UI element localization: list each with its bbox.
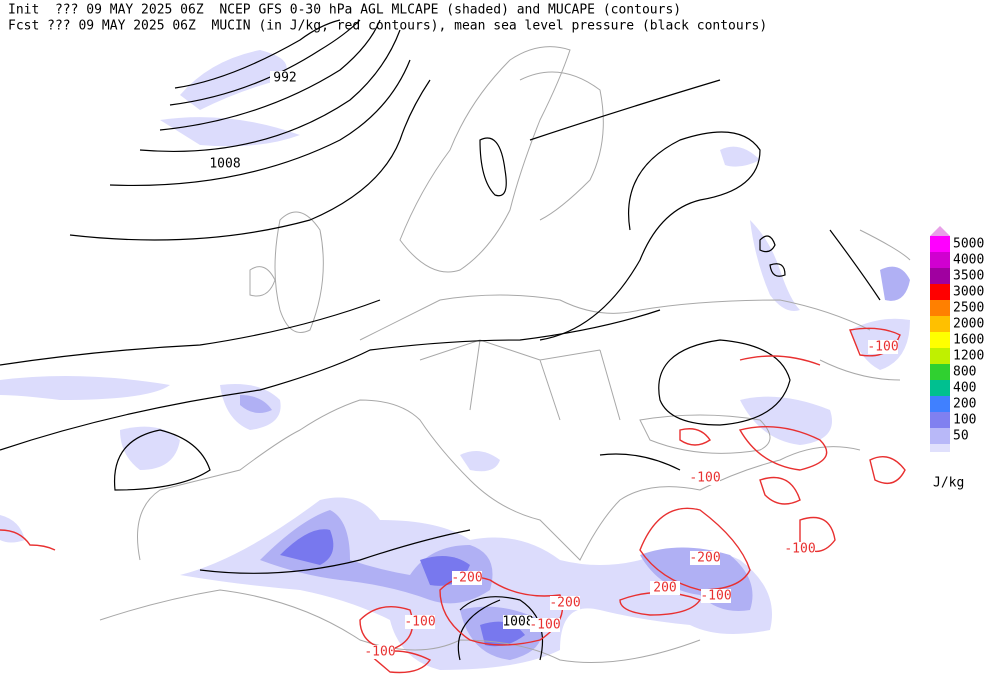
contour-label: 200 [653,581,676,596]
legend-label: 1600 [953,333,984,348]
legend-swatch [930,380,950,396]
isobars [0,19,881,661]
legend-swatch [930,300,950,316]
legend-swatch [930,252,950,268]
contour-label: 992 [273,71,296,86]
legend-swatch [930,444,950,452]
contour-label: -200 [549,596,580,611]
contour-label: -200 [451,571,482,586]
legend-swatch [930,348,950,364]
contour-label-bg [690,471,720,485]
header-line: Init ??? 09 MAY 2025 06Z NCEP GFS 0-30 h… [8,3,681,18]
contour-label-bg [452,571,482,585]
contour-label-bg [210,157,240,171]
legend-label: 2500 [953,301,984,316]
contour-label-bg [690,551,720,565]
legend-label: 2000 [953,317,984,332]
legend-swatch [930,268,950,284]
contour-label-bg [701,589,731,603]
legend-swatch [930,412,950,428]
legend-label: 50 [953,429,969,444]
legend-swatch [930,428,950,444]
contour-label-bg [650,581,680,595]
contour-label-bg [405,615,435,629]
legend-top-triangle [930,226,950,236]
contour-label-bg [503,615,533,629]
contour-label: 1008 [209,157,240,172]
legend-label: 3500 [953,269,984,284]
contour-label: -100 [867,340,898,355]
contour-label: -100 [784,542,815,557]
legend-label: 3000 [953,285,984,300]
legend-label: 800 [953,365,976,380]
contour-label: -100 [404,615,435,630]
contour-label-bg [785,542,815,556]
contour-label: -200 [689,551,720,566]
coastlines [99,46,911,663]
contour-label-bg [365,645,395,659]
contour-label: 1008 [502,615,533,630]
legend-label: 100 [953,413,976,428]
legend-swatch [930,284,950,300]
legend-units: J/kg [933,476,964,491]
header-line: Fcst ??? 09 MAY 2025 06Z MUCIN (in J/kg,… [8,19,767,34]
legend-label: 1200 [953,349,984,364]
contour-label-bg [530,618,560,632]
legend-swatch [930,396,950,412]
legend-swatch [930,364,950,380]
contour-label: -100 [700,589,731,604]
legend-label: 200 [953,397,976,412]
legend-label: 5000 [953,237,984,252]
legend-label: 400 [953,381,976,396]
contour-label-bg [550,596,580,610]
contour-label: -100 [364,645,395,660]
contour-label: -100 [689,471,720,486]
legend-label: 4000 [953,253,984,268]
contour-label: -100 [529,618,560,633]
legend-swatch [930,332,950,348]
contour-label-bg [270,71,300,85]
legend-swatch [930,316,950,332]
contour-label-bg [868,340,898,354]
legend-swatch [930,236,950,252]
